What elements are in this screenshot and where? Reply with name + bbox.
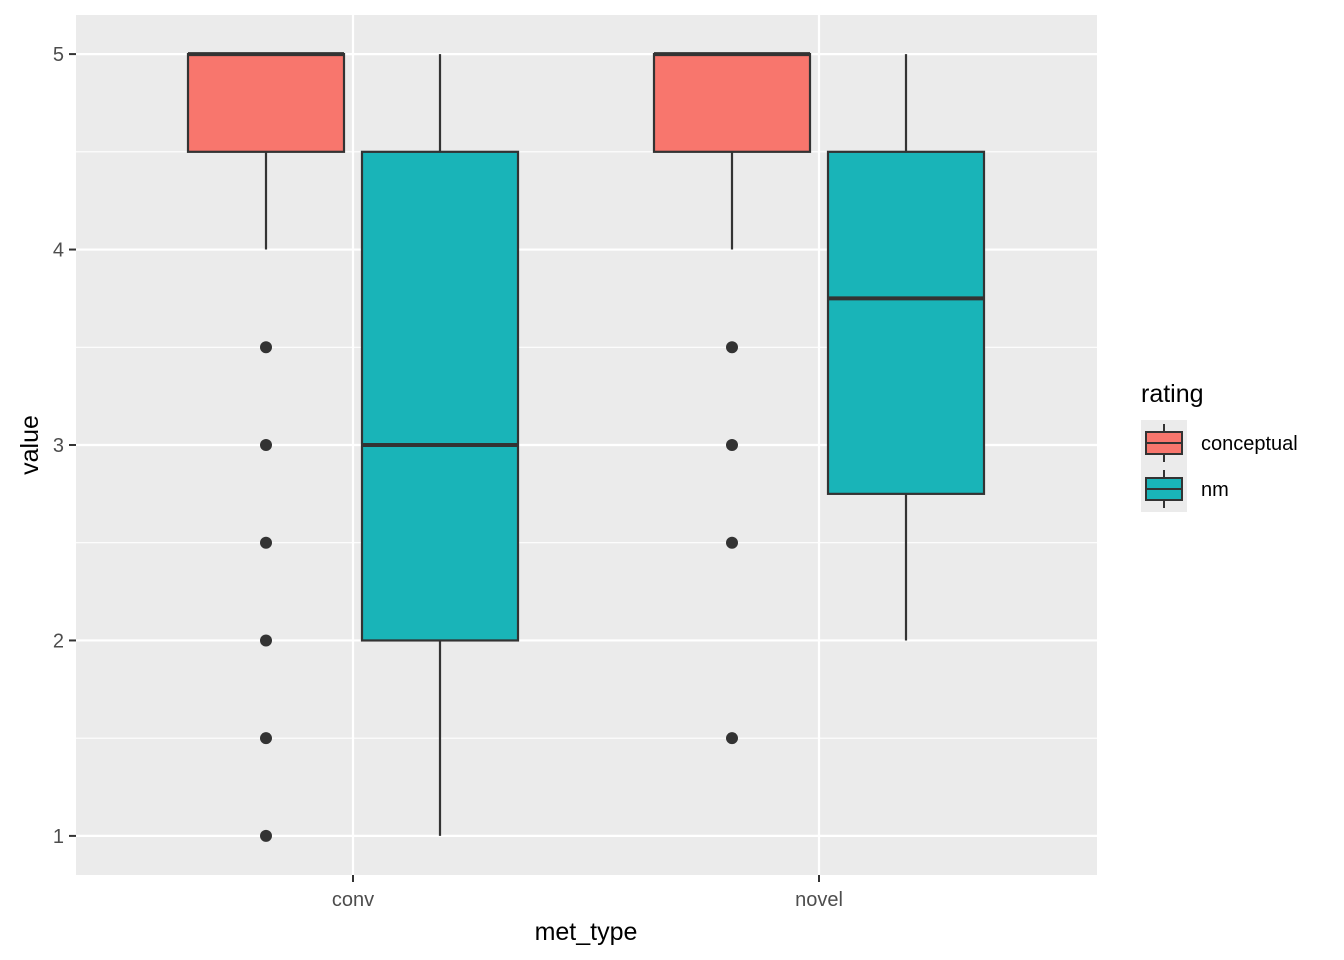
axes: 1 2 3 4 5 conv novel bbox=[53, 44, 843, 911]
box-body bbox=[652, 52, 812, 153]
x-axis-title: met_type bbox=[535, 918, 638, 946]
legend-label-nm: nm bbox=[1201, 479, 1229, 501]
outlier-point bbox=[260, 439, 272, 451]
outlier-point bbox=[260, 634, 272, 647]
legend-label-conceptual: conceptual bbox=[1201, 433, 1298, 455]
outlier-point bbox=[726, 536, 738, 549]
box-conceptual-conv bbox=[186, 52, 346, 842]
box-body bbox=[826, 150, 986, 495]
y-tick-label: 2 bbox=[53, 630, 64, 652]
x-tick-label: novel bbox=[795, 889, 843, 911]
outlier-point bbox=[260, 341, 272, 354]
y-tick-label: 4 bbox=[53, 240, 64, 262]
y-tick-label: 3 bbox=[53, 435, 64, 457]
y-tick-label: 5 bbox=[53, 44, 64, 66]
legend: rating conceptual nm bbox=[1141, 380, 1298, 512]
box-body bbox=[186, 52, 346, 153]
y-axis-title: value bbox=[16, 415, 44, 475]
x-tick-label: conv bbox=[332, 889, 374, 911]
outlier-point bbox=[260, 732, 272, 745]
box-nm-conv bbox=[360, 54, 520, 836]
outlier-point bbox=[260, 536, 272, 549]
outlier-point bbox=[726, 341, 738, 354]
box-conceptual-novel bbox=[652, 52, 812, 745]
outlier-point bbox=[726, 732, 738, 745]
legend-title: rating bbox=[1141, 380, 1204, 408]
y-tick-label: 1 bbox=[53, 826, 64, 848]
outlier-point bbox=[260, 829, 272, 842]
outlier-point bbox=[726, 439, 738, 451]
box-nm-novel bbox=[826, 54, 986, 641]
boxes bbox=[186, 52, 986, 842]
box-body bbox=[360, 150, 520, 642]
